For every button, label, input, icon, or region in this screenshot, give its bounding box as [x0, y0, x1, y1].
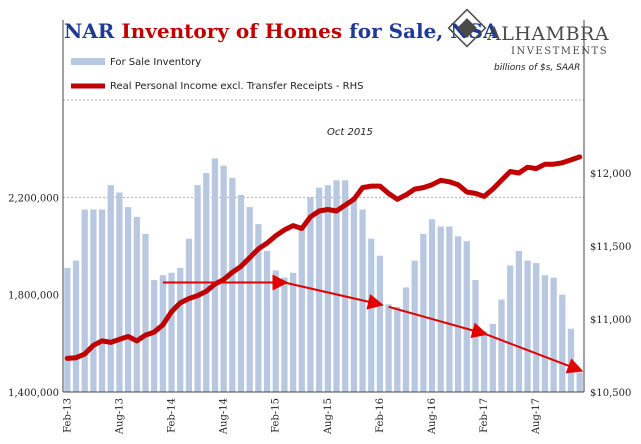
x-tick-label: Feb-13 — [62, 398, 73, 433]
inventory-bar — [185, 238, 193, 392]
inventory-bar — [394, 306, 401, 392]
axes: 1,400,000 1,800,000 2,200,000 $10,500 $11,00… — [8, 20, 631, 435]
x-tick-label: Aug-14 — [219, 398, 230, 435]
gridlines — [63, 99, 584, 198]
title-part-1: NAR — [64, 19, 121, 43]
inventory-bar — [263, 250, 271, 392]
inventory-bar — [107, 185, 114, 392]
inventory-bar — [229, 177, 236, 392]
inventory-bar — [194, 185, 201, 392]
alhambra-logo: ALHAMBRA INVESTMENTS — [447, 8, 609, 57]
inventory-bar — [507, 265, 514, 392]
inventory-bar — [385, 304, 392, 392]
inventory-bar — [281, 277, 288, 392]
trend-arrow — [483, 332, 584, 374]
x-tick-label: Feb-17 — [479, 398, 490, 433]
y-right-tick-label: $10,500 — [590, 388, 631, 399]
x-tick-label: Feb-15 — [271, 398, 282, 433]
annotation-oct-2015: Oct 2015 — [327, 127, 373, 138]
inventory-bar — [237, 194, 245, 392]
trend-arrow — [284, 281, 384, 310]
inventory-bar — [524, 260, 531, 392]
inventory-bar — [342, 180, 349, 392]
inventory-bar — [576, 372, 583, 392]
inventory-bar — [376, 255, 384, 392]
y-left-tick-label: 2,200,000 — [8, 193, 59, 204]
logo-subtitle: INVESTMENTS — [511, 46, 608, 57]
title-part-2: Inventory of Homes — [121, 19, 342, 43]
inventory-bar — [177, 267, 184, 392]
inventory-bar — [559, 294, 566, 392]
y-right-tick-label: $12,000 — [590, 169, 631, 180]
legend-label-inventory: For Sale Inventory — [110, 57, 201, 68]
inventory-bar — [481, 331, 488, 392]
inventory-bar — [255, 224, 262, 392]
inventory-bar — [454, 236, 462, 392]
inventory-bar — [446, 226, 453, 392]
trend-arrows — [162, 274, 584, 374]
inventory-bar — [289, 272, 297, 392]
inventory-bar — [489, 323, 496, 392]
legend-bar-swatch — [71, 58, 105, 65]
inventory-bar — [64, 267, 71, 392]
inventory-bar — [90, 209, 97, 392]
legend: For Sale Inventory Real Personal Income … — [71, 57, 363, 92]
inventory-bar — [142, 233, 149, 392]
inventory-bar — [298, 228, 305, 392]
y-left-tick-label: 1,800,000 — [8, 291, 59, 302]
legend-label-income: Real Personal Income excl. Transfer Rece… — [110, 81, 363, 92]
inventory-bar — [402, 287, 410, 392]
y-right-tick-label: $11,500 — [590, 242, 631, 253]
inventory-bar — [567, 328, 575, 392]
x-tick-label: Feb-16 — [375, 398, 386, 433]
inventory-bar — [151, 280, 158, 392]
inventory-bar — [463, 241, 470, 392]
inventory-bar — [411, 260, 418, 392]
inventory-bar — [307, 197, 314, 392]
inventory-bar — [98, 209, 106, 392]
inventory-bar — [541, 275, 549, 392]
x-tick-label: Aug-17 — [531, 398, 542, 435]
inventory-bar — [533, 263, 540, 392]
inventory-bar — [550, 277, 557, 392]
inventory-bar — [498, 299, 505, 392]
x-tick-label: Aug-13 — [114, 398, 125, 435]
chart-title: NAR Inventory of Homes for Sale, NSA — [64, 19, 499, 43]
y-left-tick-label: 1,400,000 — [8, 388, 59, 399]
units-note: billions of $s, SAAR — [494, 63, 580, 73]
inventory-bar — [515, 250, 523, 392]
inventory-bar — [133, 216, 140, 392]
y-right-tick-label: $11,000 — [590, 315, 631, 326]
inventory-bar — [124, 207, 132, 392]
inventory-bar — [368, 238, 375, 392]
inventory-bar — [324, 185, 331, 392]
trend-arrow — [388, 305, 488, 339]
inventory-bar — [272, 270, 279, 392]
inventory-bar — [211, 158, 219, 392]
inventory-bar — [428, 219, 436, 392]
x-tick-label: Aug-16 — [427, 398, 438, 435]
inventory-bar — [246, 207, 253, 392]
title-part-3: for Sale, NSA — [342, 19, 499, 43]
inventory-bar — [81, 209, 88, 392]
income-line — [64, 154, 583, 361]
inventory-bar — [472, 280, 479, 392]
logo-name: ALHAMBRA — [486, 23, 609, 45]
inventory-bar — [159, 275, 166, 392]
inventory-bars — [64, 158, 583, 392]
inventory-bar — [437, 226, 444, 392]
inventory-bar — [168, 272, 175, 392]
diamond-logo-icon — [447, 8, 487, 48]
inventory-bar — [350, 197, 358, 392]
inventory-bar — [72, 260, 80, 392]
inventory-bar — [420, 233, 427, 392]
inventory-bar — [116, 192, 123, 392]
x-tick-label: Feb-14 — [167, 398, 178, 433]
inventory-bar — [333, 180, 340, 392]
x-tick-label: Aug-15 — [323, 398, 334, 435]
